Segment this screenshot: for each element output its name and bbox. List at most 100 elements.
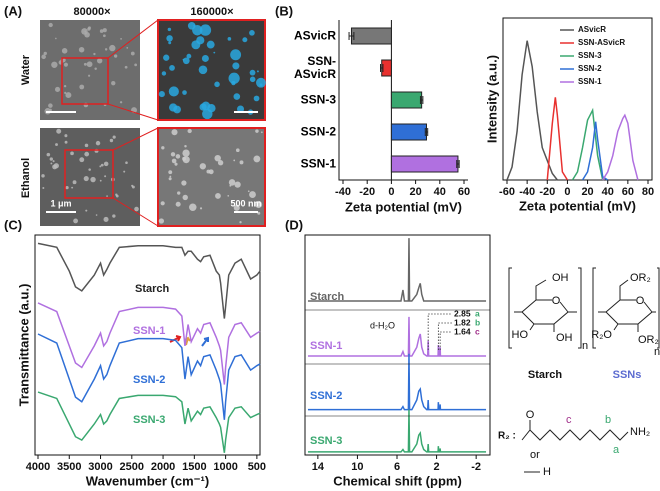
particle <box>79 84 85 90</box>
particle <box>115 193 118 196</box>
particle <box>158 218 165 224</box>
particle <box>84 143 89 148</box>
particle <box>228 72 240 84</box>
atom: OH <box>552 272 569 284</box>
atom: OH <box>556 332 573 344</box>
bar <box>390 123 427 141</box>
particle <box>232 62 240 70</box>
ssn-ring <box>598 279 656 332</box>
particle <box>168 41 172 45</box>
particle <box>228 179 236 186</box>
zoom-box <box>61 57 109 105</box>
series-line <box>37 302 261 385</box>
structure-labels: OH O HO OH n OR₂ O R₂O OR₂ n Starch SSNs… <box>498 272 660 478</box>
particle <box>255 129 259 133</box>
leader-line <box>439 331 452 350</box>
axis <box>338 20 468 181</box>
bracket <box>508 267 660 349</box>
series-label: SSN-2 <box>133 374 165 386</box>
particle <box>227 194 230 197</box>
x-tick-label: 2 <box>434 461 440 473</box>
particle <box>123 170 126 173</box>
x-tick-label: 60 <box>458 186 470 198</box>
x-tick-label: 3000 <box>88 461 112 473</box>
particle <box>96 58 103 64</box>
leader-line <box>437 322 452 350</box>
legend-label: ASvicR <box>578 25 606 34</box>
particle <box>236 105 245 113</box>
scale-label: 1 μm <box>50 198 71 208</box>
particle <box>83 175 89 182</box>
particle <box>78 46 85 53</box>
particle <box>54 86 61 93</box>
legend-label: SSN-1 <box>578 77 602 86</box>
particle <box>189 203 197 211</box>
particle <box>73 218 79 224</box>
particle <box>206 40 215 49</box>
r2-label: R₂ : <box>498 431 516 442</box>
particle <box>259 83 263 87</box>
x-tick-label: -2 <box>471 461 481 473</box>
particle <box>55 143 58 146</box>
particle <box>84 31 90 38</box>
series-label: Starch <box>310 291 345 303</box>
particle <box>43 51 47 56</box>
particle <box>109 138 114 143</box>
category-label: ASvicR <box>293 28 336 43</box>
particle <box>134 63 138 67</box>
series-label: SSN-2 <box>310 390 342 402</box>
particle <box>199 163 207 170</box>
series-label: SSN-3 <box>133 414 165 426</box>
particle <box>104 48 108 51</box>
atom: NH₂ <box>630 426 650 438</box>
particle <box>170 152 176 157</box>
annotation-letter: c <box>475 326 480 336</box>
particle <box>99 165 102 168</box>
particle <box>100 163 104 167</box>
position-letter: b <box>605 414 611 426</box>
sem-image <box>40 20 140 120</box>
particle <box>257 211 261 215</box>
plot-frame <box>502 17 653 181</box>
particle <box>249 76 256 83</box>
particle <box>256 70 259 73</box>
position-letter: a <box>613 444 620 456</box>
particle <box>186 53 192 59</box>
error-bar <box>380 64 384 72</box>
particle <box>84 151 90 157</box>
particle <box>233 204 240 211</box>
particle <box>168 86 179 97</box>
particle <box>199 207 203 210</box>
particle <box>182 156 190 164</box>
particle <box>177 191 181 195</box>
sem-image <box>157 127 266 227</box>
arrow <box>201 336 209 347</box>
legend-label: SSN-ASvicR <box>578 38 625 47</box>
particle <box>94 67 97 71</box>
particle <box>160 201 165 206</box>
x-tick-label: 0 <box>388 186 394 198</box>
particle <box>93 52 96 56</box>
particle <box>99 179 102 182</box>
particle <box>239 160 244 165</box>
x-tick-label: 1000 <box>213 461 237 473</box>
scale-label: 500 nm <box>230 198 261 208</box>
annotation-shift: 1.64 <box>454 326 471 336</box>
panel-label: (D) <box>285 217 303 232</box>
scale-bar <box>46 111 258 213</box>
particle <box>167 27 172 32</box>
particle <box>130 51 135 56</box>
x-tick-label: -20 <box>359 186 375 198</box>
particle <box>79 157 85 163</box>
particle <box>106 195 108 197</box>
particle <box>103 161 109 167</box>
x-tick-label: 40 <box>434 186 446 198</box>
particle <box>87 27 91 31</box>
x-tick-label: 20 <box>409 186 421 198</box>
annotation-letter: a <box>475 308 480 318</box>
x-tick-label: 1500 <box>182 461 206 473</box>
particle <box>217 160 224 166</box>
series-label: SSN-1 <box>310 340 342 352</box>
particle <box>112 214 116 218</box>
particle <box>85 209 88 212</box>
